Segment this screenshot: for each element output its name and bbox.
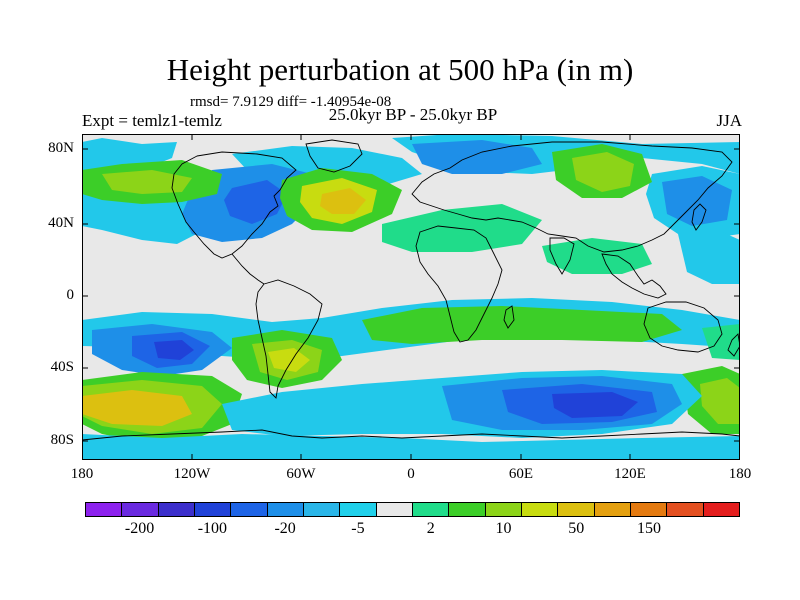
coastline-antarctica: [82, 429, 740, 441]
coastline-africa: [415, 225, 503, 343]
colorbar-label: 150: [637, 520, 662, 537]
colorbar-label: -100: [197, 520, 228, 537]
coastline-japan: [691, 203, 707, 231]
coastline-southeast-asia: [601, 253, 667, 299]
colorbar-swatch: [303, 503, 341, 516]
y-tick-label: 40N: [48, 215, 74, 231]
colorbar-label: 50: [568, 520, 585, 537]
experiment-label: Expt = temlz1-temlz: [82, 111, 222, 130]
stats-text: rmsd= 7.9129 diff= -1.40954e-08: [190, 94, 392, 110]
period-label: 25.0kyr BP - 25.0kyr BP: [328, 105, 498, 124]
x-tick-label: 60E: [508, 466, 534, 482]
contour-region: [700, 378, 740, 424]
colorbar-label: -5: [351, 520, 365, 537]
colorbar-label: -200: [124, 520, 155, 537]
colorbar-swatch: [449, 503, 486, 516]
colorbar-swatch: [594, 503, 631, 516]
coastline-europe-asia: [411, 141, 733, 253]
contour-region: [382, 204, 542, 252]
colorbar-swatch: [703, 503, 739, 516]
coastline-australia: [643, 301, 723, 353]
contour-region: [82, 390, 192, 426]
colorbar-swatch: [667, 503, 704, 516]
contour-region: [224, 180, 287, 224]
contour-region: [102, 170, 192, 194]
contour-region: [542, 238, 652, 274]
contour-region: [572, 152, 634, 192]
x-tick-label: 180: [728, 466, 752, 482]
colorbar-swatch: [558, 503, 595, 516]
contour-region: [268, 348, 310, 372]
contour-region: [320, 188, 366, 214]
y-tick-label: 0: [66, 287, 75, 303]
colorbar-swatch: [267, 503, 304, 516]
y-tick-label: 80N: [48, 140, 74, 156]
x-tick-label: 60W: [286, 466, 316, 482]
coastlines: [82, 139, 740, 441]
colorbar-swatch: [521, 503, 559, 516]
season-label: JJA: [716, 111, 742, 130]
x-tick-label: 0: [407, 466, 415, 482]
coastline-new-zealand: [727, 333, 740, 357]
colorbar-label: 10: [495, 520, 512, 537]
coastline-india: [549, 237, 575, 275]
colorbar-swatch: [630, 503, 668, 516]
contour-region: [154, 340, 194, 360]
contour-region: [82, 434, 740, 460]
coastline-greenland: [305, 139, 363, 173]
colorbar-label: -20: [274, 520, 296, 537]
y-tick-label: 40S: [50, 359, 74, 375]
colorbar-swatch: [122, 503, 159, 516]
colorbar-swatch: [412, 503, 450, 516]
x-tick-label: 120E: [614, 466, 646, 482]
coastline-madagascar: [503, 305, 515, 329]
colorbar-label: 2: [426, 520, 435, 537]
coastline-north-america: [171, 151, 297, 259]
coastline-central-america: [231, 253, 265, 285]
contour-map: [82, 134, 740, 460]
tick-marks: [82, 134, 740, 460]
contour-region: [702, 324, 740, 360]
colorbar-swatch: [231, 503, 268, 516]
colorbar: [85, 502, 740, 517]
y-tick-label: 80S: [50, 432, 74, 448]
colorbar-swatch: [340, 503, 377, 516]
colorbar-swatch: [194, 503, 232, 516]
colorbar-swatch: [86, 503, 123, 516]
contour-region: [552, 392, 638, 418]
x-tick-label: 120W: [173, 466, 211, 482]
contour-region: [678, 232, 740, 284]
colorbar-swatch: [158, 503, 195, 516]
colorbar-swatch: [376, 503, 413, 516]
colorbar-swatch: [485, 503, 522, 516]
coastline-south-america: [255, 279, 323, 399]
map-panel: [82, 134, 740, 460]
plot-title: Height perturbation at 500 hPa (in m): [166, 52, 634, 87]
contour-region: [412, 140, 542, 174]
contour-region: [362, 306, 682, 344]
x-tick-label: 180: [70, 466, 94, 482]
